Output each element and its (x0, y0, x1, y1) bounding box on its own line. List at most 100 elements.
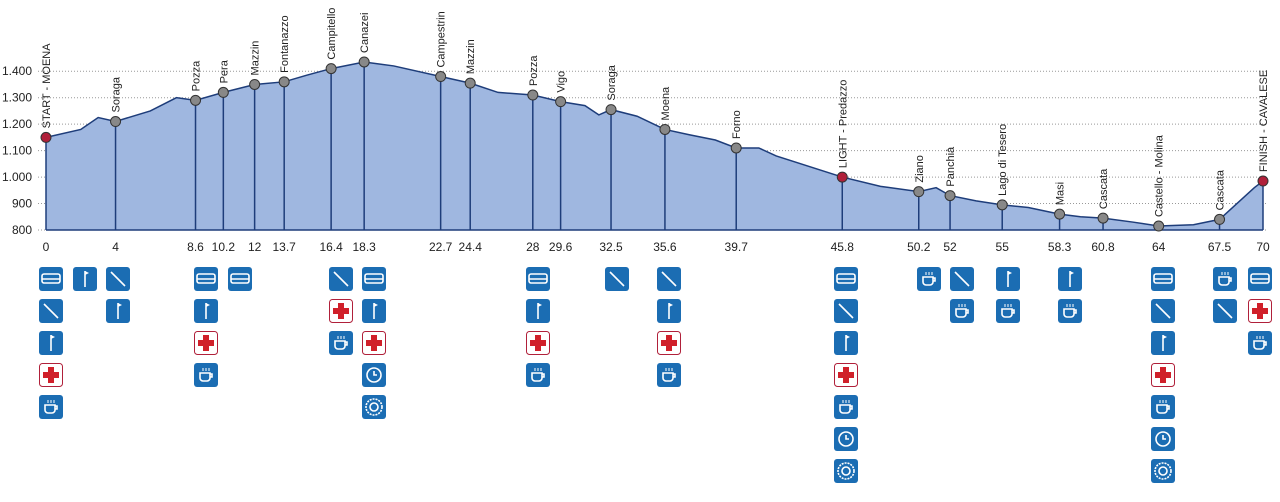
service-icon (362, 363, 386, 387)
service-icon (39, 363, 63, 387)
icon-box (39, 395, 63, 419)
station-marker (190, 94, 202, 106)
icon-track (1155, 303, 1171, 319)
icon-track (838, 303, 854, 319)
station-name: Lago di Tesero (997, 124, 1009, 196)
icon-steam (1221, 272, 1229, 275)
station-marker (527, 89, 539, 101)
service-icon (1213, 299, 1237, 323)
service-icon (657, 363, 681, 387)
icon-cup (922, 276, 936, 286)
y-tick-label: 900 (12, 197, 32, 211)
x-tick-label: 29.6 (549, 240, 573, 254)
service-icon (1151, 427, 1175, 451)
station-name: Moena (660, 86, 672, 121)
icon-ring (841, 466, 851, 476)
icon-cross (1252, 303, 1268, 319)
station-marker (110, 116, 122, 128)
icon-cup (1063, 308, 1077, 318)
x-tick-label: 67.5 (1208, 240, 1232, 254)
station-name: LIGHT - Predazzo (837, 80, 849, 168)
icon-steam (337, 336, 345, 339)
icon-flag (1163, 335, 1167, 339)
station-marker (464, 77, 476, 89)
station-name: Soraga (111, 76, 123, 112)
service-icon (834, 331, 858, 355)
icon-track (661, 271, 677, 287)
icon-ring (369, 402, 379, 412)
icon-clock (1155, 431, 1171, 447)
service-icon (1151, 395, 1175, 419)
icon-steam (202, 368, 210, 371)
station-name: Mazzin (465, 39, 477, 74)
station-marker (659, 123, 671, 135)
service-icon (329, 267, 353, 291)
station-name: START - MOENA (41, 43, 53, 129)
icon-ring (837, 462, 855, 480)
icon-box (917, 267, 941, 291)
service-icon (39, 331, 63, 355)
y-tick-label: 1.300 (2, 91, 32, 105)
icon-flag (846, 335, 850, 339)
station-name: Pera (218, 59, 230, 83)
icon-cross (43, 367, 59, 383)
icon-track (1217, 303, 1233, 319)
icon-clock (838, 431, 854, 447)
station-name: FINISH - CAVALESE (1258, 70, 1270, 172)
service-icon (834, 395, 858, 419)
station-marker (555, 96, 567, 108)
service-icon (194, 363, 218, 387)
icon-ring (1154, 462, 1172, 480)
station-marker (836, 171, 848, 183)
service-icon (834, 267, 858, 291)
icon-steam (842, 400, 850, 403)
icon-flag (1008, 271, 1012, 275)
station-name: Soraga (606, 64, 618, 100)
service-icon (329, 331, 353, 355)
service-icon (1213, 267, 1237, 291)
x-tick-label: 24.4 (459, 240, 483, 254)
icon-clock (366, 367, 382, 383)
service-icon (1248, 299, 1272, 323)
y-tick-label: 1.100 (2, 144, 32, 158)
icon-track (954, 271, 970, 287)
icon-flag (85, 271, 89, 275)
service-icon (917, 267, 941, 291)
icon-cup (662, 372, 676, 382)
x-tick-label: 10.2 (212, 240, 236, 254)
icon-cup (199, 372, 213, 382)
station-name: Campestrin (436, 11, 448, 67)
service-icon (996, 299, 1020, 323)
service-icon (834, 363, 858, 387)
service-icon (834, 299, 858, 323)
station-marker (278, 76, 290, 88)
station-name: Cascata (1098, 168, 1110, 209)
service-icon (950, 267, 974, 291)
station-name: Pozza (528, 55, 540, 86)
x-tick-label: 0 (43, 240, 50, 254)
service-icon (362, 331, 386, 355)
station-marker (1054, 208, 1066, 220)
station-marker (1153, 220, 1165, 232)
icon-cup (334, 340, 348, 350)
station-marker (325, 63, 337, 75)
station-name: Campitello (326, 8, 338, 60)
icon-flag (1070, 271, 1074, 275)
service-icon (194, 299, 218, 323)
icon-steam (1066, 304, 1074, 307)
icon-box (526, 363, 550, 387)
service-icon (1151, 267, 1175, 291)
station-name: Masi (1055, 182, 1067, 205)
station-marker (217, 86, 229, 98)
icon-steam (665, 368, 673, 371)
icon-flag (206, 303, 210, 307)
icon-track (609, 271, 625, 287)
icon-track (110, 271, 126, 287)
service-icon (106, 267, 130, 291)
y-tick-label: 1.400 (2, 64, 32, 78)
x-tick-label: 8.6 (187, 240, 204, 254)
icon-steam (958, 304, 966, 307)
station-marker (944, 190, 956, 202)
icon-steam (1159, 400, 1167, 403)
icon-ring (1158, 466, 1168, 476)
